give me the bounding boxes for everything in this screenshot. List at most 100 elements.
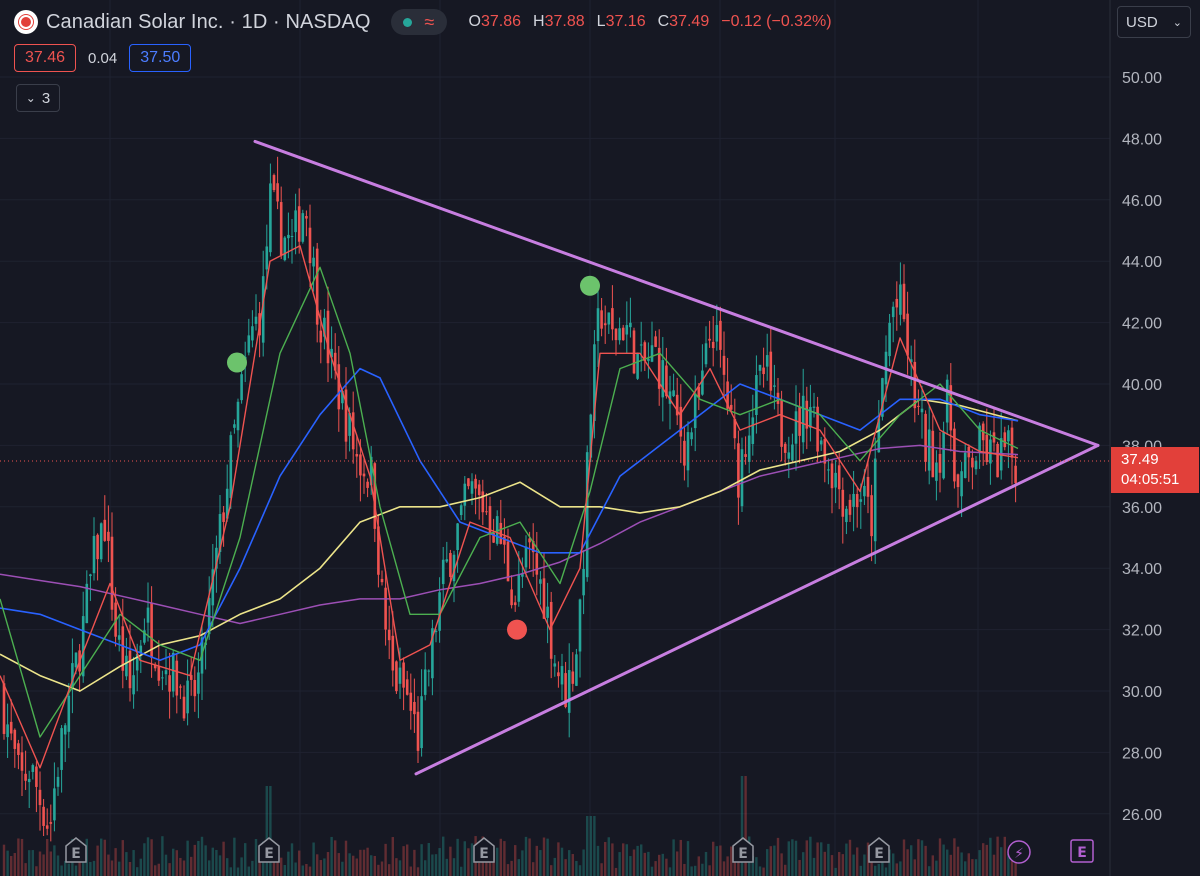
candle-body bbox=[287, 234, 290, 239]
volume-bar bbox=[377, 864, 380, 876]
candle-body bbox=[99, 523, 103, 560]
ema-green-line bbox=[0, 266, 1019, 738]
volume-bar bbox=[535, 845, 538, 876]
candle-body bbox=[571, 671, 575, 684]
volume-bar bbox=[175, 850, 178, 876]
volume-bar bbox=[730, 846, 733, 876]
marker-outline bbox=[868, 837, 890, 863]
volume-bar bbox=[28, 850, 31, 876]
candle-body bbox=[153, 664, 157, 669]
volume-bar bbox=[845, 843, 848, 876]
candle-body bbox=[535, 553, 539, 575]
marker-outline bbox=[473, 837, 495, 863]
candle-body bbox=[150, 602, 153, 658]
volume-bar bbox=[56, 855, 60, 876]
candle-body bbox=[503, 536, 506, 545]
volume-bar bbox=[197, 840, 200, 876]
candle-body bbox=[197, 672, 200, 694]
candle-body bbox=[600, 310, 603, 329]
candle-body bbox=[654, 336, 657, 347]
volume-bar bbox=[280, 857, 283, 876]
volume-bar bbox=[265, 786, 268, 876]
candle-body bbox=[67, 695, 71, 732]
company-logo[interactable] bbox=[14, 10, 38, 34]
candle-body bbox=[852, 493, 855, 507]
candle-body bbox=[719, 320, 722, 350]
volume-bar bbox=[571, 854, 574, 876]
volume-bar bbox=[848, 839, 852, 876]
volume-bar bbox=[632, 849, 636, 876]
candle-body bbox=[341, 390, 344, 404]
candle-body bbox=[895, 298, 899, 308]
volume-bar bbox=[478, 862, 481, 876]
currency-select[interactable]: USD ⌄ bbox=[1117, 6, 1191, 38]
candle-body bbox=[315, 248, 319, 325]
volume-bar bbox=[589, 816, 592, 876]
symbol-title[interactable]: Canadian Solar Inc. · 1D · NASDAQ bbox=[46, 10, 371, 33]
candle-body bbox=[621, 327, 625, 341]
volume-bar bbox=[776, 837, 780, 876]
ohlc-value: 37.88 bbox=[544, 13, 585, 30]
volume-bar bbox=[989, 837, 992, 876]
earnings-marker: E bbox=[65, 837, 87, 863]
status-pill[interactable]: ≈ bbox=[390, 9, 447, 35]
candle-body bbox=[301, 213, 305, 242]
candle-body bbox=[269, 183, 272, 253]
candle-body bbox=[211, 569, 215, 606]
candle-body bbox=[715, 325, 719, 342]
volume-bar bbox=[708, 865, 711, 876]
candle-body bbox=[956, 474, 960, 488]
volume-bar bbox=[546, 838, 549, 876]
volume-bar bbox=[190, 856, 193, 876]
volume-bar bbox=[244, 843, 247, 876]
volume-bar bbox=[823, 851, 826, 876]
candle-body bbox=[989, 439, 992, 464]
indicators-toggle-button[interactable]: ⌄ 3 bbox=[16, 84, 60, 112]
candle-body bbox=[521, 573, 524, 577]
ohlc-item: L37.16 bbox=[597, 13, 646, 31]
candle-body bbox=[182, 696, 186, 719]
volume-bar bbox=[89, 861, 92, 876]
candle-body bbox=[729, 404, 733, 410]
volume-bar bbox=[820, 842, 823, 876]
volume-bar bbox=[834, 867, 837, 876]
volume-bar bbox=[96, 845, 99, 876]
volume-bar bbox=[679, 839, 682, 876]
volume-bar bbox=[931, 855, 934, 876]
candle-body bbox=[827, 469, 830, 471]
volume-bar bbox=[53, 845, 56, 876]
volume-bar bbox=[694, 865, 697, 876]
buy-price-button[interactable]: 37.50 bbox=[129, 44, 192, 72]
volume-bar bbox=[247, 866, 250, 876]
volume-bar bbox=[686, 841, 690, 876]
candle-body bbox=[899, 284, 902, 315]
volume-bar bbox=[208, 860, 211, 876]
candle-body bbox=[233, 424, 236, 428]
candle-body bbox=[773, 385, 776, 387]
candle-body bbox=[524, 546, 528, 568]
bid-value: 37.46 bbox=[25, 49, 66, 66]
candle-body bbox=[1003, 432, 1007, 448]
volume-bar bbox=[816, 842, 819, 876]
candle-body bbox=[942, 431, 945, 479]
y-tick-label: 48.00 bbox=[1122, 131, 1162, 148]
volume-bar bbox=[186, 840, 189, 876]
volume-bar bbox=[935, 860, 938, 876]
volume-bar bbox=[172, 848, 175, 876]
volume-bar bbox=[452, 858, 456, 876]
candle-body bbox=[769, 351, 773, 391]
chevron-down-icon: ⌄ bbox=[1172, 16, 1182, 29]
candle-body bbox=[63, 725, 67, 735]
volume-bar bbox=[769, 846, 772, 876]
candle-body bbox=[139, 645, 143, 654]
sell-price-button[interactable]: 37.46 bbox=[14, 44, 77, 72]
volume-bar bbox=[578, 865, 582, 876]
volume-bar bbox=[438, 848, 441, 876]
volume-bar bbox=[64, 860, 67, 876]
candle-body bbox=[917, 405, 920, 407]
candle-body bbox=[751, 417, 755, 444]
volume-bar bbox=[654, 861, 657, 876]
candle-body bbox=[117, 635, 121, 640]
